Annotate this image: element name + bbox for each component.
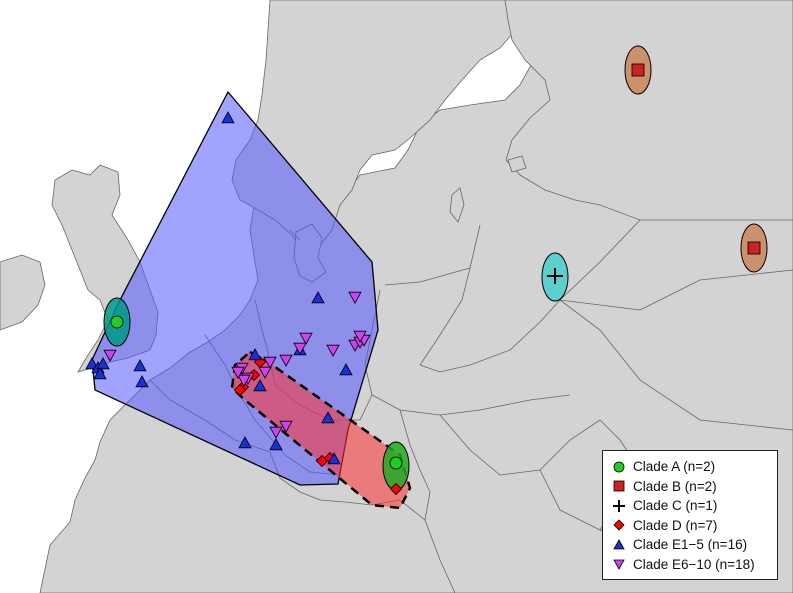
legend-item: Clade D (n=7) [611,516,777,536]
legend-triangle-up-icon [613,538,625,550]
marker-triangle-up-6 [133,359,147,372]
marker-triangle-up-11 [321,411,335,424]
marker-triangle-down-18 [231,366,245,379]
marker-diamond-4 [233,383,247,397]
legend-label: Clade C (n=1) [633,498,718,514]
marker-triangle-up-2 [85,357,99,370]
marker-triangle-up-5 [93,367,107,380]
marker-triangle-down-17 [237,374,251,387]
marker-triangle-down-9 [326,344,340,357]
legend-item: Clade E6−10 (n=18) [611,555,777,575]
marker-circle-1 [110,315,124,329]
legend-item: Clade B (n=2) [611,477,777,497]
marker-triangle-down-16 [258,366,272,379]
marker-triangle-up-9 [339,363,353,376]
legend: Clade A (n=2) Clade B (n=2) Clade C (n=1) C… [602,450,778,580]
marker-triangle-up-8 [311,291,325,304]
marker-triangle-down-7 [293,342,307,355]
legend-item: Clade C (n=1) [611,496,777,516]
marker-diamond-7 [389,482,403,496]
land-gotland [449,187,465,223]
marker-triangle-down-1 [348,291,362,304]
marker-triangle-down-15 [279,420,293,433]
marker-triangle-down-2 [103,349,117,362]
legend-diamond-icon [613,519,625,531]
marker-plus-1 [547,268,563,284]
marker-square-2 [747,241,761,255]
marker-triangle-down-5 [263,356,277,369]
legend-marker-circle [613,461,625,473]
legend-marker-diamond [613,519,625,531]
marker-square-1 [631,63,645,77]
legend-item: Clade A (n=2) [611,457,777,477]
legend-marker-square [613,480,625,492]
legend-marker-triangle-up [613,538,625,550]
legend-marker-plus [613,499,625,512]
marker-circle-2 [389,456,403,470]
legend-label: Clade A (n=2) [633,459,716,475]
marker-triangle-up-7 [135,375,149,388]
clade-d-hull [230,350,412,510]
land-ireland [0,254,46,331]
land-saaremaa [507,155,527,173]
marker-triangle-up-4 [96,357,110,370]
marker-triangle-up-13 [269,438,283,451]
marker-triangle-down-8 [299,332,313,345]
marker-triangle-up-15 [248,348,262,361]
legend-label: Clade D (n=7) [633,517,718,533]
legend-label: Clade B (n=2) [633,478,717,494]
marker-triangle-up-14 [327,452,341,465]
legend-triangle-down-icon [613,559,625,571]
marker-triangle-up-12 [238,436,252,449]
marker-triangle-down-6 [279,354,293,367]
marker-triangle-up-1 [221,111,235,124]
legend-item: Clade E1−5 (n=16) [611,535,777,555]
legend-marker-triangle-down [613,559,625,571]
sample-markers [85,63,761,496]
legend-square-icon [613,480,625,492]
land-finland-baltics [504,0,793,221]
marker-triangle-up-10 [253,379,267,392]
marker-triangle-down-14 [269,426,283,439]
legend-label: Clade E1−5 (n=16) [633,537,748,553]
legend-label: Clade E6−10 (n=18) [633,556,755,572]
marker-triangle-down-13 [353,330,367,343]
legend-circle-icon [613,461,625,473]
legend-plus-icon [613,499,625,512]
